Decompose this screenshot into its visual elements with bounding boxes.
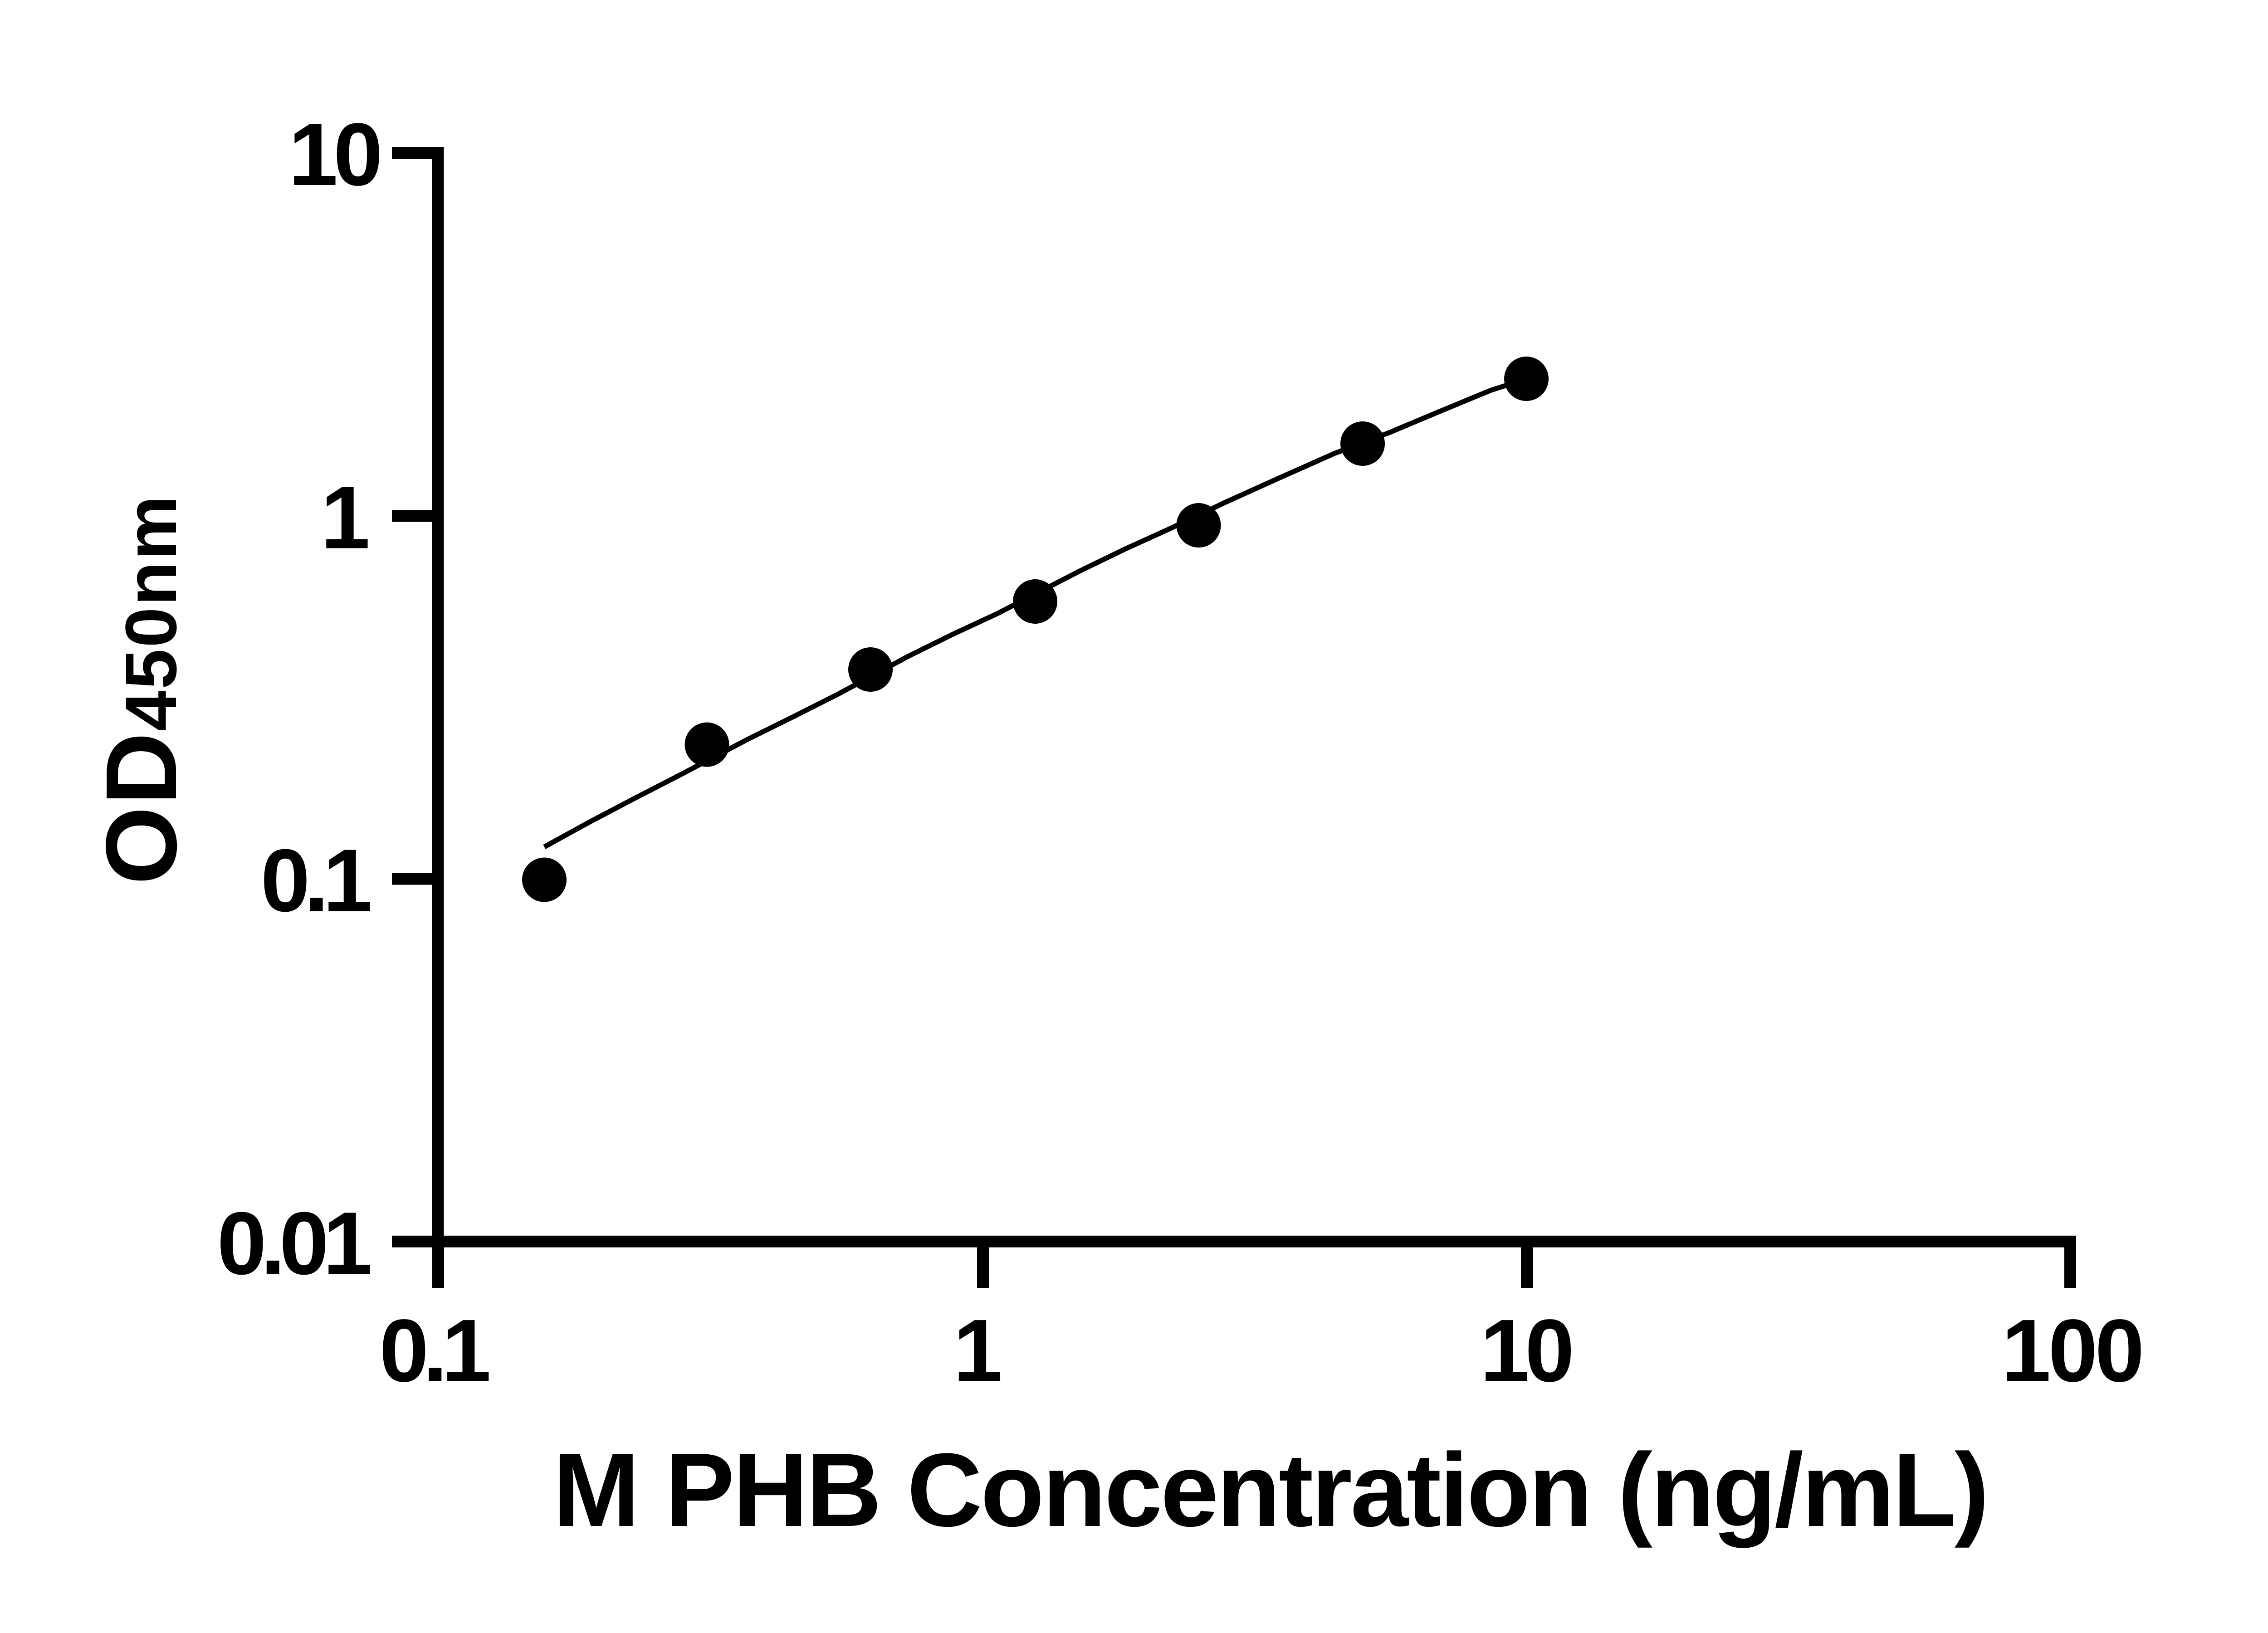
svg-text:0.01: 0.01 <box>217 1194 370 1293</box>
svg-text:1: 1 <box>321 468 370 567</box>
svg-text:OD450nm: OD450nm <box>85 494 198 885</box>
svg-text:1: 1 <box>953 1301 1002 1400</box>
svg-text:10: 10 <box>288 105 379 204</box>
svg-text:0.1: 0.1 <box>261 831 370 930</box>
svg-text:10: 10 <box>1480 1301 1571 1400</box>
svg-text:M PHB Concentration (ng/mL): M PHB Concentration (ng/mL) <box>553 1432 1988 1548</box>
svg-text:0.1: 0.1 <box>379 1301 489 1400</box>
svg-text:100: 100 <box>2001 1301 2141 1400</box>
